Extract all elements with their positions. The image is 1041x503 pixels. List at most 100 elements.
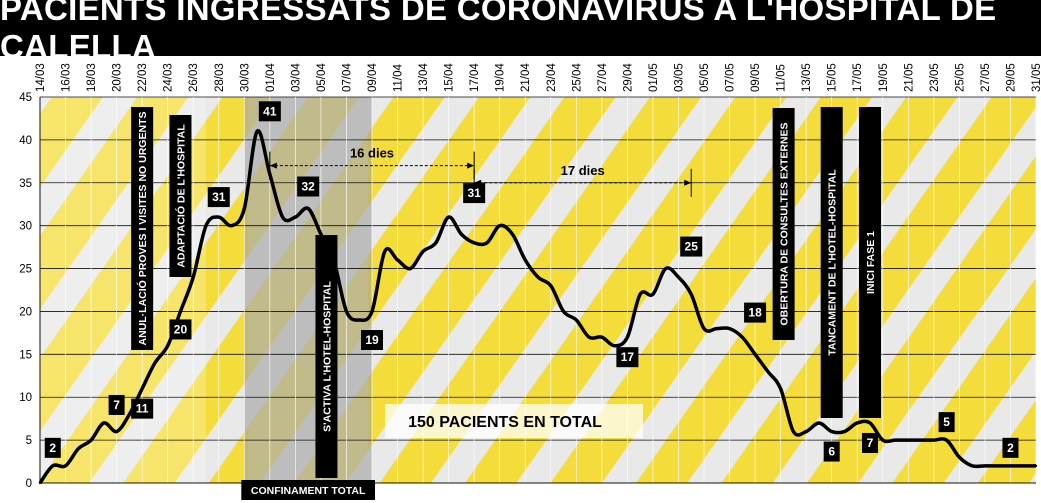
annotation-anul-lacio-text: ANUL·LACIÓ PROVES I VISITES NO URGENTS <box>136 112 149 346</box>
x-tick-label: 03/04 <box>290 63 302 92</box>
y-tick-label: 10 <box>19 392 32 404</box>
x-tick-label: 25/05 <box>954 63 966 92</box>
y-tick-label: 15 <box>19 349 32 361</box>
y-tick-label: 0 <box>26 478 32 490</box>
data-point <box>192 275 195 279</box>
data-point <box>268 173 272 176</box>
data-point <box>996 464 999 468</box>
data-label-box <box>823 441 840 462</box>
data-point <box>741 335 744 339</box>
data-point <box>102 421 106 425</box>
data-point <box>907 438 910 442</box>
x-tick-label: 19/04 <box>495 63 507 92</box>
x-tick-label: 21/04 <box>520 63 532 92</box>
data-label-box <box>680 236 703 257</box>
x-tick-label: 23/04 <box>546 63 558 92</box>
annotation-adaptacio: ADAPTACIÓ DE L'HOSPITAL <box>169 115 192 277</box>
x-tick-label: 21/05 <box>903 63 915 92</box>
data-point <box>843 430 846 433</box>
data-label: 32 <box>297 176 320 197</box>
data-point <box>817 421 821 425</box>
data-point <box>421 250 425 253</box>
data-point <box>230 224 233 227</box>
confinement-label-box <box>241 480 375 500</box>
data-label-box <box>297 176 320 197</box>
data-point <box>919 438 923 442</box>
data-label-text: 41 <box>263 104 277 118</box>
x-tick-label: 29/05 <box>1005 63 1017 92</box>
data-label: 31 <box>207 187 230 208</box>
annotation-obertura-bar <box>772 108 795 340</box>
confinement-label: CONFINAMENT TOTAL <box>241 480 375 500</box>
x-tick-label: 14/03 <box>35 63 47 92</box>
data-label: 20 <box>169 319 192 340</box>
x-tick-label: 07/04 <box>341 63 353 92</box>
annotation-inici-fase-text: INICI FASE 1 <box>865 231 877 294</box>
data-point <box>856 421 859 425</box>
data-label: 41 <box>258 101 281 122</box>
data-point <box>958 456 961 459</box>
x-tick-label: 07/05 <box>725 63 737 92</box>
data-point <box>64 464 67 468</box>
data-point <box>600 335 604 339</box>
x-tick-label: 09/05 <box>750 63 762 92</box>
span-17-dies-arrow-end <box>684 179 692 186</box>
data-label: 6 <box>823 441 840 462</box>
data-point <box>38 481 42 485</box>
y-tick-label: 45 <box>19 92 32 104</box>
x-tick-label: 27/04 <box>597 63 609 92</box>
data-point <box>51 464 54 468</box>
data-point <box>243 207 246 210</box>
data-point <box>179 310 182 313</box>
data-label-text: 18 <box>748 306 762 320</box>
annotation-anul-lacio: ANUL·LACIÓ PROVES I VISITES NO URGENTS <box>131 107 154 350</box>
y-tick-label: 30 <box>19 221 32 233</box>
data-label: 11 <box>131 398 154 419</box>
data-label-text: 17 <box>621 350 635 364</box>
data-point <box>128 413 131 416</box>
data-point <box>524 258 527 262</box>
data-point <box>294 215 297 219</box>
total-box-text: 150 PACIENTS EN TOTAL <box>408 414 602 431</box>
data-label-box <box>131 398 154 419</box>
annotation-adaptacio-text: ADAPTACIÓ DE L'HOSPITAL <box>174 124 187 268</box>
data-point <box>830 430 833 433</box>
data-point <box>281 215 284 219</box>
data-point <box>868 421 872 425</box>
data-label-box <box>616 347 639 368</box>
data-label-box <box>258 101 281 122</box>
annotation-inici-fase: INICI FASE 1 <box>859 107 881 418</box>
data-label-box <box>361 330 383 351</box>
x-tick-label: 15/04 <box>444 63 456 92</box>
y-tick-label: 35 <box>19 178 32 190</box>
data-point <box>140 387 144 390</box>
annotation-tancament: TANCAMENT DE L'HOTEL-HOSPITAL <box>820 107 843 418</box>
x-tick-label: 13/05 <box>801 63 813 92</box>
total-box-bg <box>385 404 643 438</box>
x-tick-label: 18/03 <box>86 63 98 92</box>
annotation-obertura: OBERTURA DE CONSULTES EXTERNES <box>772 108 795 340</box>
data-point <box>932 438 936 442</box>
data-label: 2 <box>44 437 61 458</box>
data-point <box>881 438 884 442</box>
data-label-box <box>207 187 230 208</box>
data-point <box>983 464 987 468</box>
data-label-text: 25 <box>685 240 699 254</box>
x-tick-label: 23/05 <box>929 63 941 92</box>
x-tick-label: 20/03 <box>112 63 124 92</box>
x-tick-label: 11/05 <box>776 64 788 92</box>
data-label: 17 <box>616 347 639 368</box>
data-point <box>409 267 412 270</box>
data-point <box>792 430 795 433</box>
x-tick-label: 15/05 <box>827 63 839 92</box>
data-label-text: 2 <box>1007 441 1014 455</box>
x-tick-label: 22/03 <box>137 63 149 92</box>
annotation-anul-lacio-bar <box>131 107 154 350</box>
data-point <box>511 233 514 236</box>
x-tick-label: 03/05 <box>673 63 685 92</box>
data-point <box>370 310 374 313</box>
span-16-dies-arrow-end <box>467 162 475 169</box>
data-point <box>1022 464 1025 468</box>
data-point <box>396 258 399 262</box>
data-label-text: 6 <box>828 445 835 459</box>
